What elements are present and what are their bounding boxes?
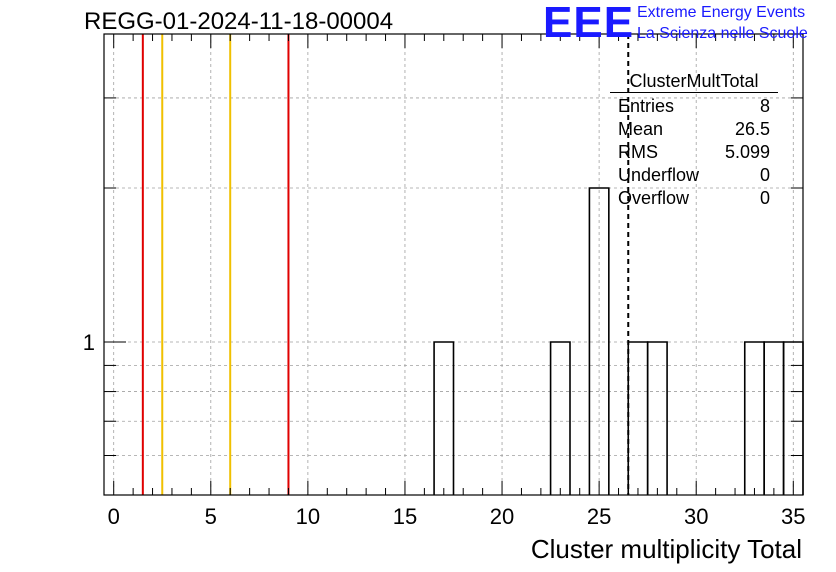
stats-divider bbox=[610, 92, 778, 93]
stats-box: ClusterMultTotal Entries 8 Mean 26.5 RMS… bbox=[610, 70, 778, 210]
x-tick-label: 0 bbox=[108, 504, 120, 529]
histogram-bin bbox=[433, 341, 455, 495]
stats-label: Underflow bbox=[618, 165, 700, 185]
stats-row-underflow: Underflow 0 bbox=[610, 164, 778, 187]
stats-label: Entries bbox=[618, 96, 675, 116]
histogram-bin bbox=[627, 341, 649, 495]
x-tick-label: 20 bbox=[490, 504, 514, 529]
x-tick-label: 10 bbox=[296, 504, 320, 529]
histogram-bin bbox=[763, 341, 785, 495]
stats-label: RMS bbox=[618, 142, 658, 162]
stats-value: 0 bbox=[759, 165, 770, 185]
histogram-bin bbox=[743, 341, 765, 495]
stats-row-rms: RMS 5.099 bbox=[610, 141, 778, 164]
y-tick-label: 1 bbox=[83, 330, 95, 355]
eee-logo: EEE Extreme Energy Events La Scienza nel… bbox=[543, 0, 833, 47]
stats-row-mean: Mean 26.5 bbox=[610, 118, 778, 141]
x-tick-label: 5 bbox=[205, 504, 217, 529]
stats-value: 8 bbox=[759, 96, 770, 116]
x-tick-label: 35 bbox=[781, 504, 805, 529]
plot-frame bbox=[103, 33, 804, 496]
tick-labels: 0 5 10 15 20 25 30 35 1 bbox=[83, 330, 806, 529]
x-tick-label: 15 bbox=[393, 504, 417, 529]
x-axis-label: Cluster multiplicity Total bbox=[530, 534, 802, 564]
stats-title: ClusterMultTotal bbox=[629, 71, 759, 91]
stats-value: 0 bbox=[759, 188, 770, 208]
axis-ticks bbox=[104, 33, 803, 495]
reference-lines bbox=[141, 34, 630, 495]
histogram-bin bbox=[646, 341, 668, 495]
histogram-bars bbox=[433, 187, 804, 495]
stats-label: Mean bbox=[618, 119, 664, 139]
page-title: REGG-01-2024-11-18-00004 bbox=[84, 8, 394, 35]
stats-row-overflow: Overflow 0 bbox=[610, 187, 778, 210]
stats-label: Overflow bbox=[618, 188, 690, 208]
stats-value: 5.099 bbox=[724, 142, 770, 162]
stats-row-entries: Entries 8 bbox=[610, 95, 778, 118]
histogram-bin bbox=[588, 187, 610, 495]
x-tick-label: 30 bbox=[684, 504, 708, 529]
logo-line-2: La Scienza nelle Scuole bbox=[637, 25, 808, 42]
logo-line-1: Extreme Energy Events bbox=[637, 4, 806, 21]
histogram-bin bbox=[549, 341, 571, 495]
x-tick-label: 25 bbox=[587, 504, 611, 529]
stats-value: 26.5 bbox=[734, 119, 770, 139]
logo-mark: EEE bbox=[543, 0, 635, 47]
